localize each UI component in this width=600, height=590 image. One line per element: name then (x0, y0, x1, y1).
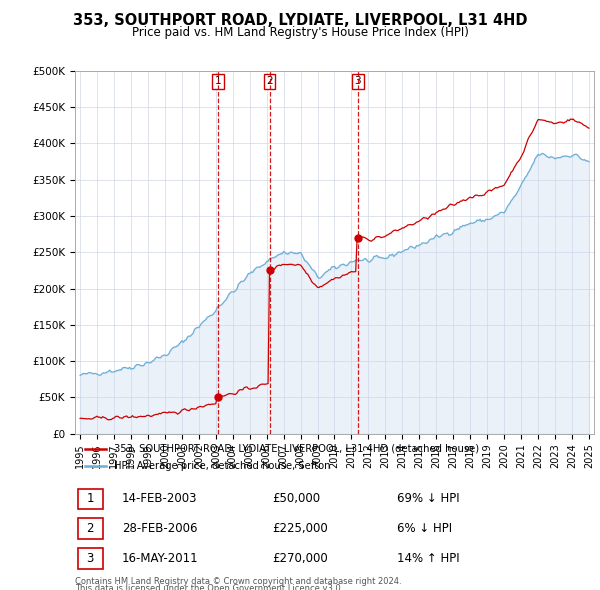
Text: 1: 1 (86, 492, 94, 505)
Text: Price paid vs. HM Land Registry's House Price Index (HPI): Price paid vs. HM Land Registry's House … (131, 26, 469, 39)
Text: 353, SOUTHPORT ROAD, LYDIATE, LIVERPOOL, L31 4HD: 353, SOUTHPORT ROAD, LYDIATE, LIVERPOOL,… (73, 13, 527, 28)
FancyBboxPatch shape (77, 519, 103, 539)
Text: 28-FEB-2006: 28-FEB-2006 (122, 522, 197, 535)
Text: HPI: Average price, detached house, Sefton: HPI: Average price, detached house, Seft… (114, 461, 331, 471)
Text: 2: 2 (86, 522, 94, 535)
Text: Contains HM Land Registry data © Crown copyright and database right 2024.: Contains HM Land Registry data © Crown c… (75, 577, 401, 586)
Text: £225,000: £225,000 (272, 522, 328, 535)
Text: 3: 3 (86, 552, 94, 565)
Text: 6% ↓ HPI: 6% ↓ HPI (397, 522, 452, 535)
Text: 1: 1 (214, 76, 221, 86)
Text: £270,000: £270,000 (272, 552, 328, 565)
Text: 3: 3 (355, 76, 361, 86)
Text: £50,000: £50,000 (272, 492, 320, 505)
Text: 69% ↓ HPI: 69% ↓ HPI (397, 492, 460, 505)
Text: 2: 2 (266, 76, 273, 86)
Text: 16-MAY-2011: 16-MAY-2011 (122, 552, 199, 565)
FancyBboxPatch shape (77, 489, 103, 509)
Text: This data is licensed under the Open Government Licence v3.0.: This data is licensed under the Open Gov… (75, 584, 343, 590)
Text: 14% ↑ HPI: 14% ↑ HPI (397, 552, 460, 565)
Text: 353, SOUTHPORT ROAD, LYDIATE, LIVERPOOL, L31 4HD (detached house): 353, SOUTHPORT ROAD, LYDIATE, LIVERPOOL,… (114, 444, 479, 454)
Text: 14-FEB-2003: 14-FEB-2003 (122, 492, 197, 505)
FancyBboxPatch shape (77, 548, 103, 569)
